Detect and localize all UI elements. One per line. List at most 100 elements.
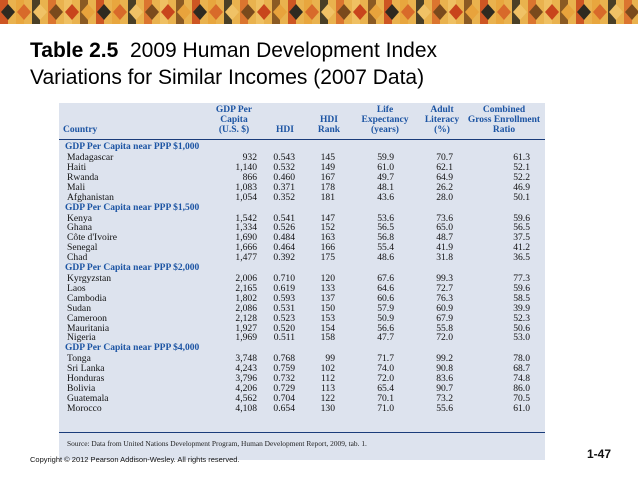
value-cell: 70.7 — [436, 152, 453, 163]
page-number: 1-47 — [587, 447, 612, 461]
value-cell: 68.7 — [513, 363, 530, 375]
value-cell: 59.9 — [377, 152, 394, 163]
country-cell: Laos — [67, 282, 86, 294]
country-cell: Kenya — [67, 212, 93, 224]
value-cell: 150 — [320, 302, 335, 314]
header-line: Capita — [220, 115, 248, 125]
value-cell: 0.523 — [273, 312, 295, 324]
slide-title: Table 2.5 2009 Human Development Index V… — [30, 37, 437, 91]
table-row: Kyrgyzstan 2,006 0.710 120 67.6 99.3 77.3 — [59, 274, 545, 284]
header-line: Ratio — [492, 125, 516, 135]
table-row: Guatemala 4,562 0.704 122 70.1 73.2 70.5 — [59, 392, 545, 404]
value-cell: 71.0 — [377, 402, 394, 414]
value-cell: 2,006 — [235, 273, 257, 284]
header-hdi: HDI — [265, 125, 305, 135]
value-cell: 1,334 — [235, 222, 257, 234]
table-row: Rwanda 866 0.460 167 49.7 64.9 52.2 — [59, 171, 545, 183]
value-cell: 77.3 — [513, 273, 530, 284]
table-row: Sri Lanka 4,243 0.759 102 74.0 90.8 68.7 — [59, 364, 545, 374]
value-cell: 72.0 — [377, 373, 394, 385]
country-cell: Cambodia — [67, 292, 107, 304]
header-line: (years) — [371, 125, 399, 135]
value-cell: 50.1 — [513, 191, 530, 203]
value-cell: 65.0 — [436, 222, 453, 234]
value-cell: 0.526 — [273, 222, 295, 234]
header-line: Gross Enrollment — [467, 115, 541, 125]
table-row: Sudan 2,086 0.531 150 57.9 60.9 39.9 — [59, 302, 545, 314]
value-cell: 55.4 — [377, 242, 394, 254]
value-cell: 41.9 — [436, 242, 453, 254]
header-line: HDI — [276, 125, 294, 135]
table-row: Nigeria 1,969 0.511 158 47.7 72.0 53.0 — [59, 333, 545, 343]
table-row: Mauritania 1,927 0.520 154 56.6 55.8 50.6 — [59, 322, 545, 334]
value-cell: 0.704 — [273, 392, 295, 404]
value-cell: 0.531 — [273, 302, 295, 314]
value-cell: 175 — [320, 252, 335, 264]
value-cell: 73.6 — [436, 212, 453, 224]
value-cell: 64.9 — [436, 171, 453, 183]
value-cell: 122 — [320, 392, 335, 404]
value-cell: 55.6 — [436, 402, 453, 414]
value-cell: 163 — [320, 232, 335, 244]
value-cell: 50.6 — [513, 322, 530, 334]
value-cell: 99.3 — [436, 273, 453, 284]
value-cell: 0.371 — [273, 181, 295, 193]
country-cell: Haiti — [67, 161, 87, 173]
value-cell: 61.0 — [377, 161, 394, 173]
value-cell: 4,108 — [235, 402, 257, 414]
value-cell: 149 — [320, 161, 335, 173]
value-cell: 48.1 — [377, 181, 394, 193]
value-cell: 0.654 — [273, 402, 295, 414]
value-cell: 56.8 — [377, 232, 394, 244]
value-cell: 1,927 — [235, 322, 257, 334]
value-cell: 76.3 — [436, 292, 453, 304]
value-cell: 0.543 — [273, 152, 295, 163]
value-cell: 59.6 — [513, 212, 530, 224]
value-cell: 62.1 — [436, 161, 453, 173]
value-cell: 52.3 — [513, 312, 530, 324]
country-cell: Rwanda — [67, 171, 99, 183]
value-cell: 53.0 — [513, 332, 530, 344]
group-heading: GDP Per Capita near PPP $2,000 — [65, 263, 200, 273]
value-cell: 70.1 — [377, 392, 394, 404]
value-cell: 0.352 — [273, 191, 295, 203]
value-cell: 53.6 — [377, 212, 394, 224]
header-line: Rank — [317, 125, 341, 135]
decorative-banner — [0, 0, 638, 24]
country-cell: Guatemala — [67, 392, 109, 404]
header-adult-literacy: Adult Literacy (%) — [419, 105, 465, 135]
value-cell: 866 — [242, 171, 257, 183]
table-header: Country GDP Per Capita (U.S. $) HDI HDI Rank Li… — [59, 103, 545, 140]
value-cell: 52.2 — [513, 171, 530, 183]
table-row: Bolivia 4,206 0.729 113 65.4 90.7 86.0 — [59, 384, 545, 394]
value-cell: 0.532 — [273, 161, 295, 173]
group-heading: GDP Per Capita near PPP $1,000 — [65, 142, 200, 152]
value-cell: 1,969 — [235, 332, 257, 344]
value-cell: 48.6 — [377, 252, 394, 264]
header-line: (U.S. $) — [218, 125, 250, 135]
group-heading: GDP Per Capita near PPP $4,000 — [65, 343, 200, 354]
title-text: 2009 Human Development Index — [118, 39, 438, 62]
table-row: Cambodia 1,802 0.593 137 60.6 76.3 58.5 — [59, 292, 545, 304]
header-line: Life — [376, 105, 394, 115]
value-cell: 47.7 — [377, 332, 394, 344]
country-cell: Honduras — [67, 373, 105, 385]
header-line: Country — [63, 125, 98, 135]
header-gdp-per-capita: GDP Per Capita (U.S. $) — [204, 105, 264, 135]
table-row: Madagascar 932 0.543 145 59.9 70.7 61.3 — [59, 153, 545, 163]
table-row: Mali 1,083 0.371 178 48.1 26.2 46.9 — [59, 181, 545, 193]
value-cell: 120 — [320, 273, 335, 284]
value-cell: 1,802 — [235, 292, 257, 304]
value-cell: 3,796 — [235, 373, 257, 385]
value-cell: 50.9 — [377, 312, 394, 324]
country-cell: Chad — [67, 252, 88, 264]
value-cell: 0.464 — [273, 242, 295, 254]
value-cell: 147 — [320, 212, 335, 224]
header-line: Combined — [482, 105, 526, 115]
value-cell: 932 — [242, 152, 257, 163]
value-cell: 112 — [320, 373, 335, 385]
value-cell: 73.2 — [436, 392, 453, 404]
value-cell: 0.593 — [273, 292, 295, 304]
country-cell: Ghana — [67, 222, 93, 234]
value-cell: 61.3 — [513, 152, 530, 163]
